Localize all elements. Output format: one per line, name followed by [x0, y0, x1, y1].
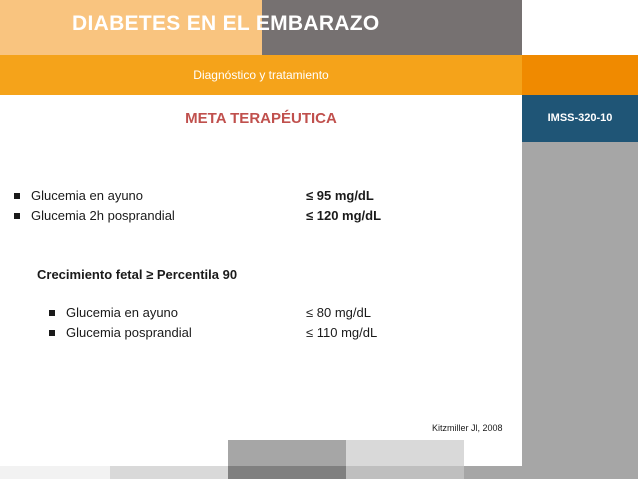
- sub-target-value: ≤ 110 mg/dL: [306, 325, 378, 340]
- footer-block: [110, 440, 228, 466]
- bullet-square-icon: [14, 192, 20, 199]
- subtitle-band-right: [522, 55, 638, 95]
- sidebar-panel: [522, 142, 638, 479]
- footer-block: [346, 440, 464, 466]
- header-band-left: [0, 0, 262, 55]
- page-title: DIABETES EN EL EMBARAZO: [72, 12, 380, 36]
- target-value: ≤ 95 mg/dL: [306, 188, 374, 203]
- list-item: Glucemia posprandial: [49, 325, 192, 340]
- sub-target-value: ≤ 80 mg/dL: [306, 305, 371, 320]
- footer-block: [346, 466, 464, 479]
- page-title-part1: DIABETES EN EL: [72, 12, 256, 35]
- bullet-square-icon: [49, 309, 55, 316]
- bullet-square-icon: [49, 329, 55, 336]
- list-item: Glucemia 2h posprandial: [14, 208, 175, 223]
- footer-block: [464, 466, 522, 479]
- footer-block: [110, 466, 228, 479]
- footer-block: [228, 466, 346, 479]
- code-panel: [522, 95, 638, 142]
- citation: Kitzmiller Jl, 2008: [432, 423, 503, 433]
- target-label: Glucemia 2h posprandial: [31, 208, 175, 223]
- section-title: META TERAPÉUTICA: [185, 110, 337, 127]
- list-item: Glucemia en ayuno: [14, 188, 143, 203]
- list-item: Glucemia en ayuno: [49, 305, 178, 320]
- sub-target-label: Glucemia posprandial: [66, 325, 192, 340]
- sub-heading: Crecimiento fetal ≥ Percentila 90: [37, 267, 238, 282]
- subtitle-band: [0, 55, 522, 95]
- bullet-square-icon: [14, 212, 20, 219]
- subtitle: Diagnóstico y tratamiento: [193, 68, 329, 82]
- page-title-part2: EMBARAZO: [255, 12, 380, 35]
- footer-block: [228, 440, 346, 466]
- header-band-middle: [262, 0, 522, 55]
- header-band-right: [522, 0, 638, 55]
- target-label: Glucemia en ayuno: [31, 188, 144, 203]
- footer-block: [0, 466, 110, 479]
- target-value: ≤ 120 mg/dL: [306, 208, 382, 223]
- sub-target-label: Glucemia en ayuno: [66, 305, 179, 320]
- document-code: IMSS-320-10: [547, 112, 613, 124]
